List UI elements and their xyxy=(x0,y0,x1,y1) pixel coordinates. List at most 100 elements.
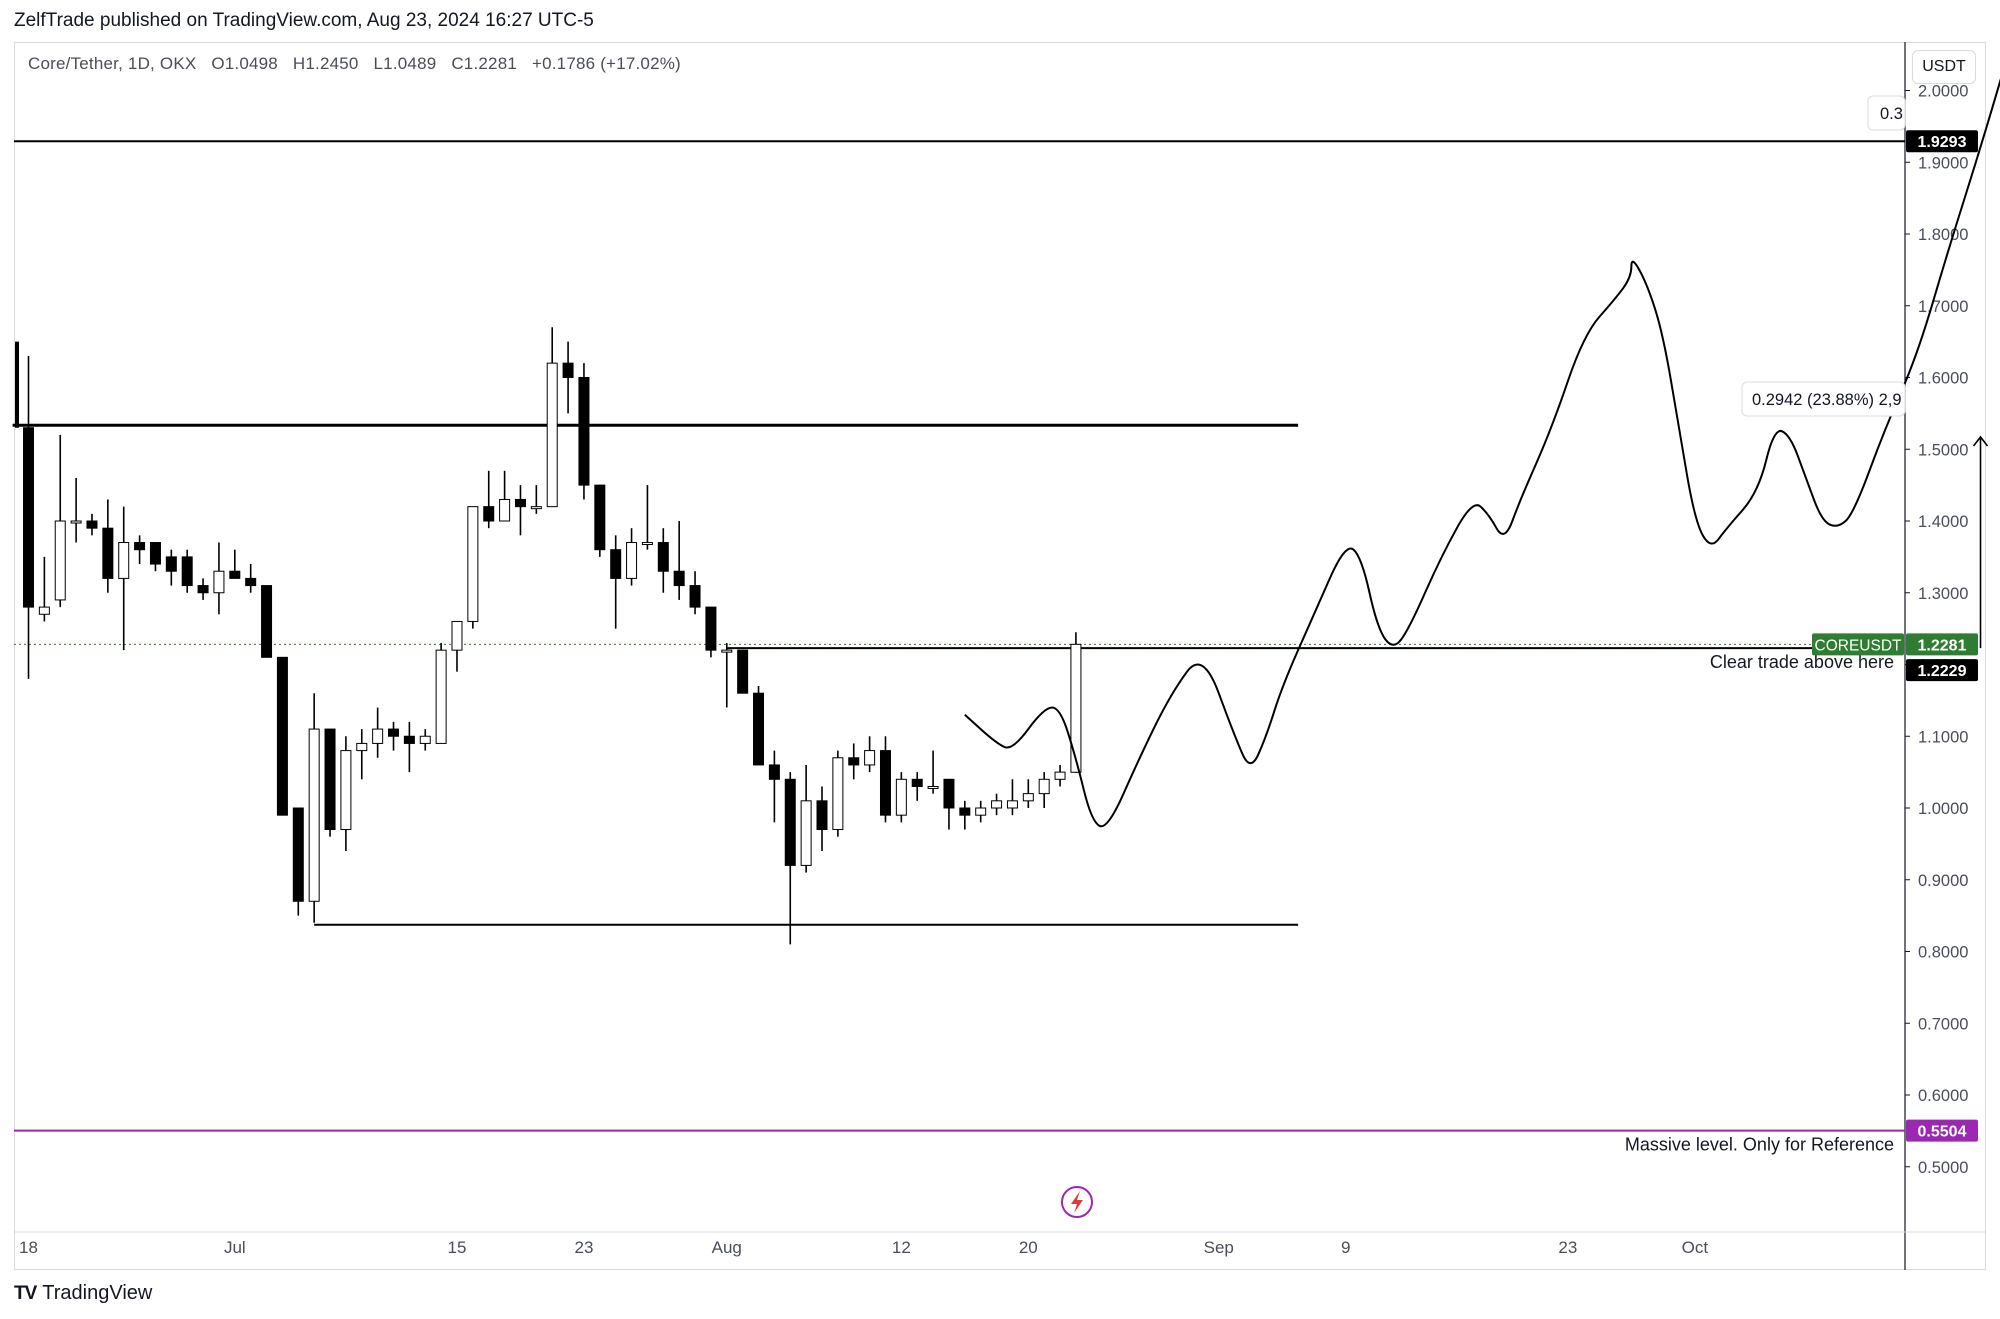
candle-body[interactable] xyxy=(673,570,685,587)
candle-body[interactable] xyxy=(530,506,542,510)
candle-body[interactable] xyxy=(864,750,876,766)
candle-body[interactable] xyxy=(641,542,653,546)
price-tick-label: 0.5000 xyxy=(1918,1159,1968,1177)
price-badge-top-level-bg xyxy=(1906,130,1978,153)
candle-body[interactable] xyxy=(197,585,209,594)
candle-body[interactable] xyxy=(435,649,447,744)
candle-body[interactable] xyxy=(118,542,130,579)
price-tick-label: 0.8000 xyxy=(1918,944,1968,962)
candle-body[interactable] xyxy=(372,728,384,744)
candle-body[interactable] xyxy=(261,585,273,658)
candle-body[interactable] xyxy=(340,750,352,831)
candle-body[interactable] xyxy=(403,735,415,744)
candle-body[interactable] xyxy=(816,800,828,831)
price-unit-button[interactable]: USDT xyxy=(1912,50,1976,84)
candle-body[interactable] xyxy=(181,556,193,587)
lightning-icon[interactable] xyxy=(1061,1186,1093,1218)
candle-body[interactable] xyxy=(943,778,955,809)
candle-body[interactable] xyxy=(1038,778,1050,795)
candle-body[interactable] xyxy=(832,757,844,831)
candle-body[interactable] xyxy=(975,807,987,816)
legend-symbol: Core/Tether, 1D, OKX xyxy=(28,54,197,73)
candle-body[interactable] xyxy=(451,620,463,651)
footer-brand: TV TradingView xyxy=(14,1282,152,1305)
candle-body[interactable] xyxy=(610,549,622,579)
candle-body[interactable] xyxy=(784,778,796,866)
candle-body[interactable] xyxy=(149,542,161,565)
candle-body[interactable] xyxy=(911,778,923,787)
candle-body[interactable] xyxy=(276,656,288,816)
candle-body[interactable] xyxy=(70,520,82,524)
price-tick-label: 1.4000 xyxy=(1918,513,1968,531)
tradingview-logo-icon: TV xyxy=(14,1282,37,1304)
candle-body[interactable] xyxy=(1006,800,1018,809)
candle-body[interactable] xyxy=(927,785,939,789)
price-tick-label: 1.0000 xyxy=(1918,800,1968,818)
candle-body[interactable] xyxy=(229,570,241,579)
candle-body[interactable] xyxy=(308,728,320,902)
candle-body[interactable] xyxy=(657,542,669,572)
chart-frame xyxy=(14,42,1986,1270)
candle-body[interactable] xyxy=(737,649,749,694)
candle-body[interactable] xyxy=(1022,793,1034,802)
candle-body[interactable] xyxy=(800,800,812,866)
candle-body[interactable] xyxy=(292,807,304,902)
candle-body[interactable] xyxy=(499,498,511,522)
candle-body[interactable] xyxy=(134,542,146,551)
candle-body[interactable] xyxy=(388,728,400,737)
candle-body[interactable] xyxy=(356,742,368,752)
candle-body[interactable] xyxy=(578,377,590,486)
candle-body[interactable] xyxy=(753,692,765,766)
clipped-label-box xyxy=(1867,95,1906,131)
symbol-legend: Core/Tether, 1D, OKX O1.0498 H1.2450 L1.… xyxy=(28,54,691,74)
price-tick-label: 1.8000 xyxy=(1918,226,1968,244)
price-tick-label: 0.9000 xyxy=(1918,872,1968,890)
candle-body[interactable] xyxy=(721,649,733,653)
candle-body[interactable] xyxy=(419,735,431,744)
candle-body[interactable] xyxy=(86,520,98,529)
candle-body[interactable] xyxy=(562,362,574,378)
publisher-line: ZelfTrade published on TradingView.com, … xyxy=(14,10,594,31)
time-tick-label: 18 xyxy=(19,1238,38,1257)
candle-body[interactable] xyxy=(959,807,971,816)
legend-high: H1.2450 xyxy=(292,54,359,73)
candle-body[interactable] xyxy=(467,506,479,622)
clear-trade-annotation: Clear trade above here xyxy=(1710,652,1894,672)
symbol-tag-bg xyxy=(1812,633,1904,656)
candle-body[interactable] xyxy=(626,542,638,579)
candle-body[interactable] xyxy=(324,728,336,831)
candle-body[interactable] xyxy=(991,800,1003,809)
candle-body[interactable] xyxy=(768,764,780,780)
candle-body[interactable] xyxy=(165,556,177,572)
candle-body[interactable] xyxy=(213,570,225,594)
candlestick-chart[interactable]: 2.0000 1.9000 1.8000 1.7000 1.6000 1.5000 1.40… xyxy=(0,0,2000,1280)
price-tick-label: 0.6000 xyxy=(1918,1087,1968,1105)
candle-body[interactable] xyxy=(483,506,495,522)
legend-change: +0.1786 (+17.02%) xyxy=(531,54,681,73)
candle-body[interactable] xyxy=(879,750,891,816)
candle-body[interactable] xyxy=(705,606,717,651)
candle-body[interactable] xyxy=(102,527,114,579)
time-tick-label: 23 xyxy=(574,1238,593,1257)
price-tick-label: 1.5000 xyxy=(1918,441,1968,459)
candle-body[interactable] xyxy=(23,427,34,608)
projection-path[interactable] xyxy=(964,40,2000,828)
lightning-bolt-icon xyxy=(1071,1191,1083,1213)
candle-body[interactable] xyxy=(689,585,701,608)
massive-level-annotation: Massive level. Only for Reference xyxy=(1625,1135,1894,1155)
time-tick-label: Oct xyxy=(1682,1238,1709,1257)
price-tick-label: 1.7000 xyxy=(1918,298,1968,316)
candle-body[interactable] xyxy=(514,498,526,508)
candle-body[interactable] xyxy=(38,606,50,615)
price-badge-top-level: 1.9293 xyxy=(1918,134,1967,151)
candle-body[interactable] xyxy=(1054,771,1066,780)
candle-body[interactable] xyxy=(895,778,907,816)
candle-body[interactable] xyxy=(245,577,257,587)
candle-body[interactable] xyxy=(594,484,606,551)
tradingview-brand-name: TradingView xyxy=(42,1282,153,1304)
candle-body[interactable] xyxy=(54,520,66,601)
candle-body[interactable] xyxy=(1070,643,1082,773)
time-tick-label: 9 xyxy=(1341,1238,1350,1257)
candle-body[interactable] xyxy=(848,757,860,766)
candle-body[interactable] xyxy=(546,362,558,508)
